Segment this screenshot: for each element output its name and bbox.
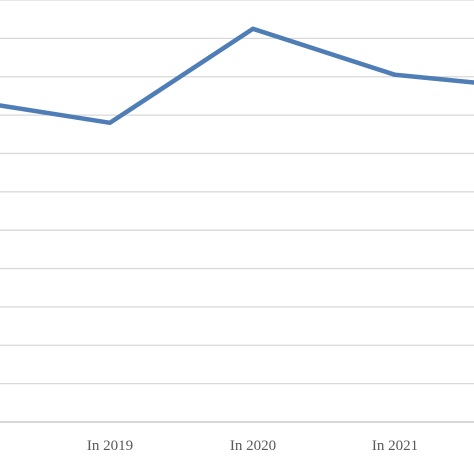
- x-axis-tick-labels: In 2019 In 2020 In 2021: [87, 438, 418, 454]
- x-tick-label: In 2021: [372, 438, 418, 454]
- x-tick-label: In 2019: [87, 438, 133, 454]
- gridlines: [0, 0, 474, 385]
- series-line: [0, 26, 474, 126]
- x-tick-label: In 2020: [230, 438, 276, 454]
